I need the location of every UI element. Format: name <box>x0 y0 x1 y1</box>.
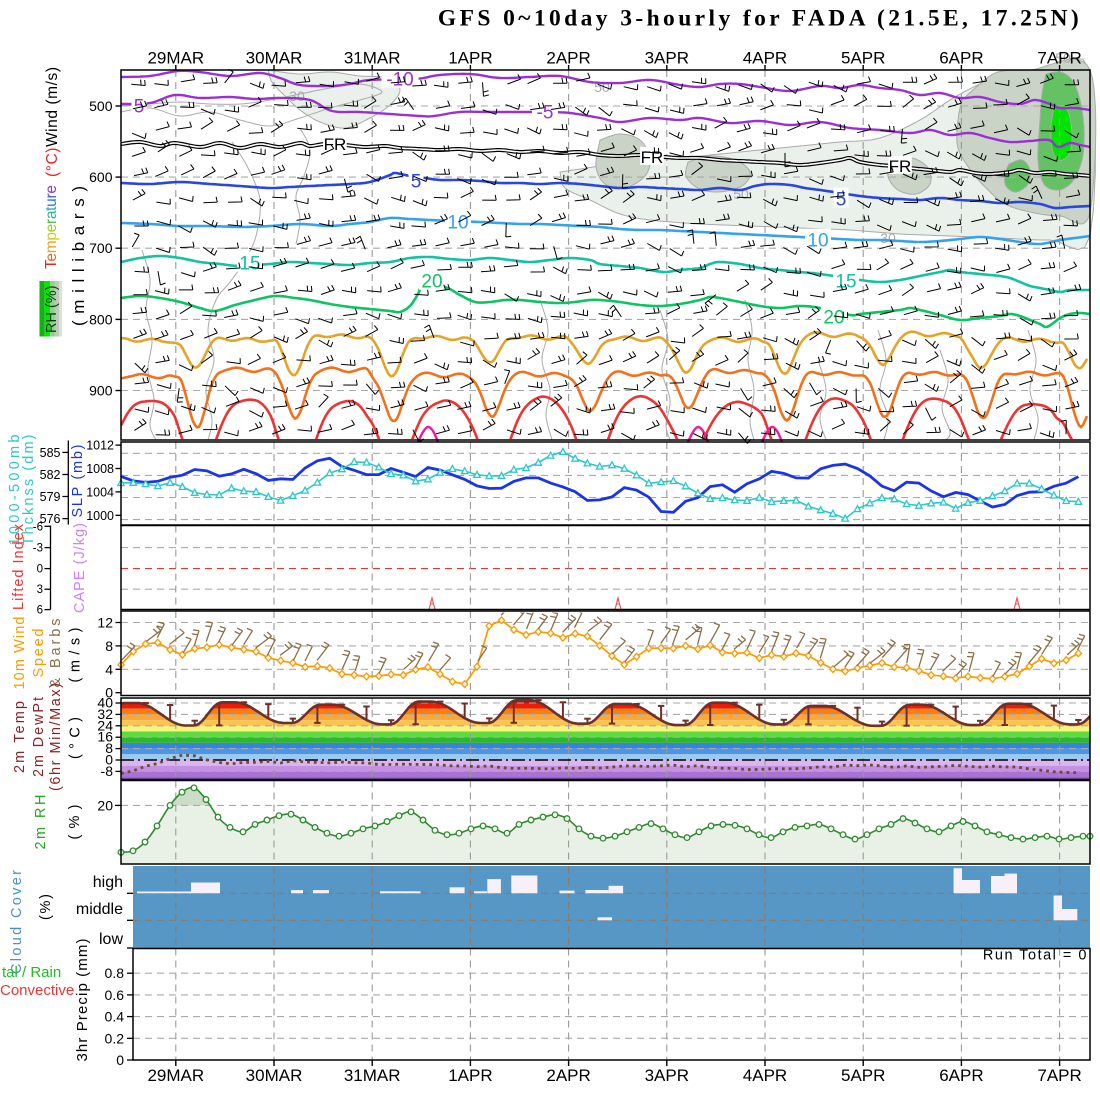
svg-text:6: 6 <box>37 605 43 617</box>
svg-text:10: 10 <box>447 213 468 234</box>
svg-text:0: 0 <box>105 752 113 768</box>
svg-text:20: 20 <box>97 797 113 813</box>
svg-text:8: 8 <box>105 638 113 654</box>
svg-text:Convective: Convective <box>0 982 74 999</box>
svg-text:30: 30 <box>289 88 305 104</box>
svg-text:29MAR: 29MAR <box>147 49 204 68</box>
svg-text:3hr Precip (mm): 3hr Precip (mm) <box>74 939 91 1062</box>
svg-text:2m RH: 2m RH <box>33 795 49 850</box>
svg-text:30: 30 <box>880 230 896 246</box>
svg-text:(°C): (°C) <box>68 717 84 759</box>
svg-text:579: 579 <box>40 490 61 504</box>
svg-text:1APR: 1APR <box>448 49 492 68</box>
svg-text:1000-500mb: 1000-500mb <box>7 435 23 546</box>
svg-text:1008: 1008 <box>86 462 114 476</box>
svg-text:low: low <box>99 931 123 948</box>
svg-text:(m/s): (m/s) <box>68 628 84 683</box>
svg-text:6APR: 6APR <box>939 49 983 68</box>
svg-text:32: 32 <box>97 706 113 722</box>
svg-text:31MAR: 31MAR <box>344 49 401 68</box>
svg-text:0.6: 0.6 <box>105 987 125 1003</box>
svg-text:10m Wind: 10m Wind <box>12 617 28 690</box>
svg-text:600: 600 <box>89 169 113 185</box>
svg-text:0.2: 0.2 <box>105 1030 125 1046</box>
svg-text:tal / Rain: tal / Rain <box>2 964 61 981</box>
svg-text:FR: FR <box>641 148 664 167</box>
svg-text:0: 0 <box>37 564 43 576</box>
svg-text:Lifted Index: Lifted Index <box>11 523 27 610</box>
svg-text:12: 12 <box>97 615 113 631</box>
svg-text:(%): (%) <box>38 894 54 920</box>
svg-text:3APR: 3APR <box>645 49 689 68</box>
svg-text:29MAR: 29MAR <box>147 1066 204 1085</box>
svg-text:5: 5 <box>411 172 422 193</box>
svg-text:10: 10 <box>807 231 828 252</box>
svg-text:3: 3 <box>37 584 43 596</box>
svg-text:2m DewPt: 2m DewPt <box>31 697 47 777</box>
svg-text:(°C)Wind (m/s): (°C)Wind (m/s) <box>44 67 61 177</box>
svg-text:CAPE (J/kg): CAPE (J/kg) <box>72 523 88 613</box>
svg-text:0: 0 <box>105 685 113 701</box>
svg-text:582: 582 <box>40 468 61 482</box>
svg-text:-3: -3 <box>33 543 43 555</box>
svg-text:0: 0 <box>116 1052 124 1068</box>
svg-text:40: 40 <box>97 695 113 711</box>
svg-text:1004: 1004 <box>86 485 114 499</box>
svg-text:30MAR: 30MAR <box>246 1066 303 1085</box>
svg-text:16: 16 <box>97 729 113 745</box>
svg-text:RH (%): RH (%) <box>44 285 60 333</box>
svg-text:-8: -8 <box>101 763 114 779</box>
svg-text:Run Total = 0: Run Total = 0 <box>983 948 1088 964</box>
svg-text:4APR: 4APR <box>743 49 787 68</box>
svg-text:Thcknss (dm): Thcknss (dm) <box>21 435 37 546</box>
svg-text:FR: FR <box>324 135 347 154</box>
svg-text:Temperature: Temperature <box>43 185 60 269</box>
svg-text:high: high <box>93 874 123 891</box>
svg-text:4APR: 4APR <box>743 1066 787 1085</box>
svg-text:31MAR: 31MAR <box>344 1066 401 1085</box>
svg-text:4: 4 <box>105 661 113 677</box>
svg-text:1APR: 1APR <box>448 1066 492 1085</box>
svg-text:5: 5 <box>836 190 847 211</box>
svg-text:1000: 1000 <box>86 509 114 523</box>
svg-text:5APR: 5APR <box>841 49 885 68</box>
svg-text:585: 585 <box>40 446 61 460</box>
svg-text:700: 700 <box>89 240 113 256</box>
svg-text:GFS 0~10day 3-hourly for FADA: GFS 0~10day 3-hourly for FADA (21.5E, 17… <box>438 6 1082 32</box>
svg-text:Speed: Speed <box>31 629 47 678</box>
svg-text:0.8: 0.8 <box>105 965 125 981</box>
svg-text:2APR: 2APR <box>546 1066 590 1085</box>
svg-text:(6hr Min/Max): (6hr Min/Max) <box>48 683 64 791</box>
svg-text:FR: FR <box>889 157 912 176</box>
svg-text:20: 20 <box>823 308 844 329</box>
svg-text:6APR: 6APR <box>939 1066 983 1085</box>
svg-text:middle: middle <box>76 901 123 918</box>
svg-text:30MAR: 30MAR <box>246 49 303 68</box>
svg-text:5APR: 5APR <box>841 1066 885 1085</box>
svg-text:8: 8 <box>105 740 113 756</box>
svg-text:0.4: 0.4 <box>105 1009 125 1025</box>
svg-text:900: 900 <box>89 383 113 399</box>
svg-text:15: 15 <box>835 272 856 293</box>
svg-text:24: 24 <box>97 717 113 733</box>
svg-text:20: 20 <box>421 272 442 293</box>
svg-text:50: 50 <box>1055 50 1071 66</box>
svg-text:2APR: 2APR <box>546 49 590 68</box>
svg-text:7APR: 7APR <box>1037 49 1081 68</box>
svg-text:1012: 1012 <box>86 439 114 453</box>
svg-text:800: 800 <box>89 311 113 327</box>
svg-text:-6: -6 <box>33 521 43 533</box>
svg-text:576: 576 <box>40 512 61 526</box>
svg-text:3APR: 3APR <box>645 1066 689 1085</box>
svg-text:2m Temp: 2m Temp <box>12 701 28 773</box>
svg-text:500: 500 <box>89 98 113 114</box>
svg-text:7APR: 7APR <box>1037 1066 1081 1085</box>
svg-text:Cloud Cover: Cloud Cover <box>9 870 25 974</box>
svg-text:15: 15 <box>239 254 260 275</box>
